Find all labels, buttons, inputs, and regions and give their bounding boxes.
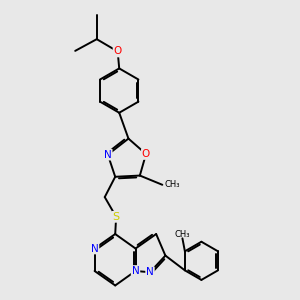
Text: O: O xyxy=(142,149,150,159)
Text: N: N xyxy=(146,267,154,277)
Text: N: N xyxy=(104,150,112,160)
Text: CH₃: CH₃ xyxy=(165,180,180,189)
Text: N: N xyxy=(91,244,98,254)
Text: S: S xyxy=(112,212,120,222)
Text: O: O xyxy=(114,46,122,56)
Text: N: N xyxy=(132,266,140,276)
Text: CH₃: CH₃ xyxy=(175,230,190,239)
